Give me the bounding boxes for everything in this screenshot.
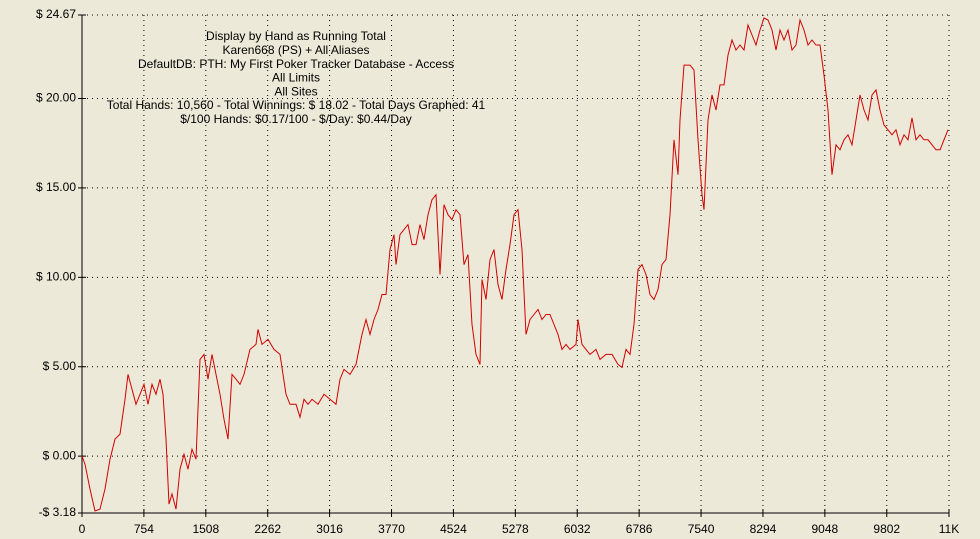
annotation: Total Hands: 10,560 - Total Winnings: $ … [107,98,486,112]
x-tick-label: 3770 [378,522,405,536]
x-tick-label: 0 [79,522,86,536]
x-tick-label: 1508 [192,522,219,536]
annotation: DefaultDB: PTH: My First Poker Tracker D… [138,57,454,71]
x-tick-label: 3016 [316,522,343,536]
line [81,17,949,512]
annotation: Display by Hand as Running Total [206,29,386,43]
x-tick-label: 7540 [688,522,715,536]
y-tick-label: $ 10.00 [36,269,76,283]
y-tick-label: $ 20.00 [36,91,76,105]
x-tick-label: 9048 [812,522,839,536]
x-tick-label: 754 [134,522,154,536]
y-tick-label: -$ 3.18 [39,505,77,519]
x-tick-label: 11K [939,522,959,536]
x-tick-label: 6032 [564,522,591,536]
x-tick-label: 5278 [502,522,529,536]
x-tick-label: 6786 [626,522,653,536]
y-tick-label: $ 24.67 [36,7,76,21]
x-tick-label: 2262 [254,522,281,536]
x-tick-label: 9802 [873,522,900,536]
annotation: All Sites [274,84,317,98]
y-tick-label: $ 0.00 [43,448,77,462]
annotation: Karen668 (PS) + All Aliases [222,43,369,57]
y-tick-label: $ 15.00 [36,180,76,194]
x-tick-label: 8294 [750,522,777,536]
x-tick-label: 4524 [440,522,467,536]
annotation: All Limits [272,71,320,85]
annotation: $/100 Hands: $0.17/100 - $/Day: $0.44/Da… [180,112,412,126]
y-tick-label: $ 5.00 [43,359,77,373]
